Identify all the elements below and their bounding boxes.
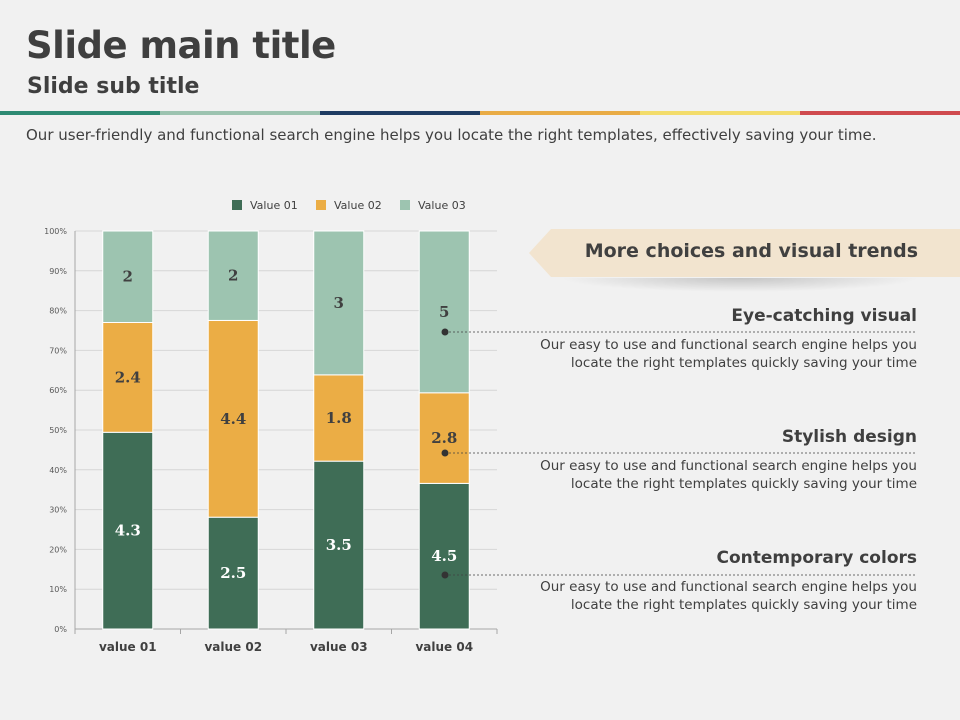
bar-segment (102, 431, 154, 630)
banner-text: More choices and visual trends (584, 240, 918, 262)
bar-segment (102, 230, 154, 323)
color-band-segment (0, 111, 160, 115)
data-label: 2.4 (115, 368, 141, 386)
bar-segment (102, 321, 154, 433)
feature-title: Eye-catching visual (731, 306, 917, 326)
data-label: 4.5 (431, 547, 457, 565)
x-tick-label: value 03 (310, 640, 368, 654)
color-band (0, 111, 960, 115)
y-tick-label: 10% (49, 585, 67, 594)
intro-text: Our user-friendly and functional search … (26, 126, 877, 144)
data-label: 3.5 (326, 536, 352, 554)
feature-description-line: locate the right templates quickly savin… (570, 597, 917, 613)
data-label: 2.8 (431, 429, 457, 447)
y-tick-label: 0% (54, 625, 67, 634)
feature-item: Contemporary colors Our easy to use and … (540, 548, 917, 614)
y-tick-label: 70% (49, 346, 67, 355)
feature-description-line: locate the right templates quickly savin… (570, 355, 917, 371)
bar-segment (207, 319, 259, 518)
feature-item: Stylish design Our easy to use and funct… (540, 427, 917, 493)
legend-label: Value 03 (418, 199, 466, 212)
y-tick-label: 50% (49, 426, 67, 435)
bar-segment (207, 230, 259, 321)
banner-arrow-shape (529, 229, 960, 277)
feature-title: Stylish design (781, 427, 917, 447)
banner: More choices and visual trends (529, 229, 960, 277)
feature-description-line: locate the right templates quickly savin… (570, 476, 917, 492)
bar-segment (313, 230, 365, 376)
data-label: 2.5 (220, 564, 246, 582)
data-label: 5 (439, 303, 449, 321)
color-band-segment (480, 111, 640, 115)
y-tick-label: 20% (49, 545, 67, 554)
feature-description: Our easy to use and functional search en… (540, 336, 917, 372)
bar-segment (207, 516, 259, 630)
bar-segment (418, 230, 470, 394)
feature-description: Our easy to use and functional search en… (540, 578, 917, 614)
bar-segment (418, 482, 470, 630)
legend-label: Value 02 (334, 199, 382, 212)
y-tick-label: 30% (49, 506, 67, 515)
color-band-segment (160, 111, 320, 115)
slide-title: Slide main title (26, 24, 336, 67)
color-band-segment (640, 111, 800, 115)
bar-segment (313, 374, 365, 462)
color-band-segment (320, 111, 480, 115)
x-tick-label: value 01 (99, 640, 157, 654)
legend-label: Value 01 (250, 199, 298, 212)
y-tick-label: 60% (49, 386, 67, 395)
y-tick-label: 80% (49, 307, 67, 316)
x-tick-label: value 04 (415, 640, 473, 654)
x-tick-label: value 02 (204, 640, 262, 654)
data-label: 2 (228, 267, 238, 285)
feature-title: Contemporary colors (716, 548, 917, 568)
y-tick-label: 40% (49, 466, 67, 475)
feature-description-line: Our easy to use and functional search en… (540, 458, 917, 474)
data-label: 3 (334, 294, 344, 312)
data-label: 4.3 (115, 522, 141, 540)
color-band-segment (800, 111, 960, 115)
y-tick-label: 90% (49, 267, 67, 276)
data-label: 4.4 (220, 410, 246, 428)
stacked-bar-chart: 0% 10% 20% 30% 40% 50% 60% 70% 80% 90% 100% 4.3 2.4 2… (44, 199, 498, 654)
feature-description: Our easy to use and functional search en… (540, 457, 917, 493)
feature-description-line: Our easy to use and functional search en… (540, 579, 917, 595)
data-label: 1.8 (326, 409, 352, 427)
legend-swatch (316, 200, 326, 210)
legend-swatch (232, 200, 242, 210)
data-label: 2 (123, 268, 133, 286)
feature-item: Eye-catching visual Our easy to use and … (540, 306, 917, 372)
feature-description-line: Our easy to use and functional search en… (540, 337, 917, 353)
legend-swatch (400, 200, 410, 210)
y-tick-label: 100% (44, 227, 67, 236)
banner-shadow (560, 278, 920, 292)
slide-subtitle: Slide sub title (27, 74, 200, 99)
